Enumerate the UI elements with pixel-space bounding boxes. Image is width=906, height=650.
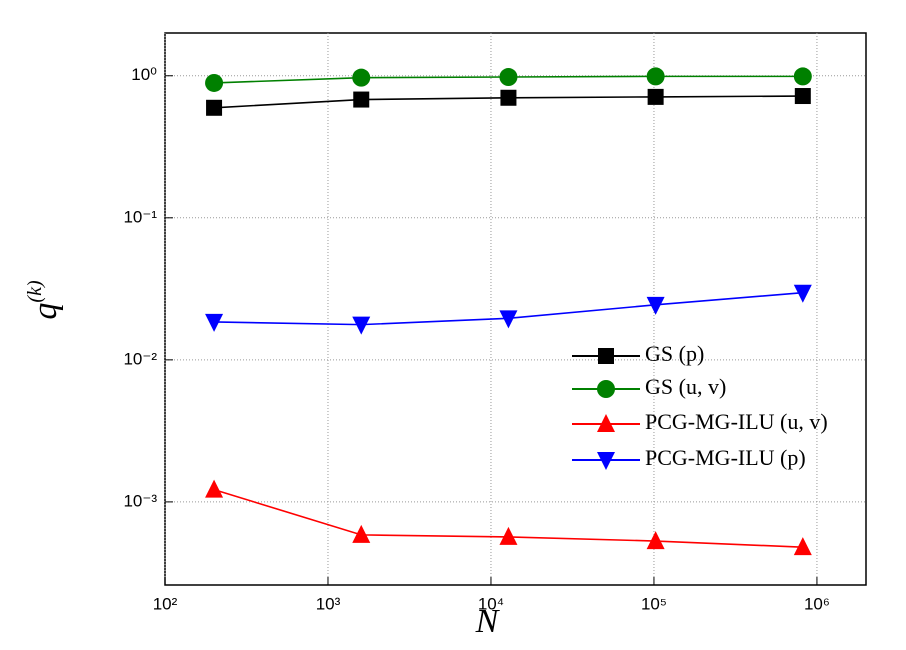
legend-label: GS (p) <box>645 341 704 366</box>
marker <box>793 67 812 86</box>
y-axis-label-main: q <box>27 303 64 320</box>
y-axis-label: q(k) <box>24 280 64 320</box>
x-axis-label: N <box>475 603 501 640</box>
marker <box>500 89 517 106</box>
x-tick-label: 10⁶ <box>804 594 830 613</box>
legend-label: PCG-MG-ILU (u, v) <box>645 409 828 434</box>
y-tick-label: 10⁻³ <box>123 491 157 510</box>
x-tick-label: 10⁵ <box>641 594 667 613</box>
legend-marker <box>598 348 614 364</box>
marker <box>499 68 518 87</box>
marker <box>205 73 224 92</box>
marker <box>793 284 812 303</box>
marker <box>646 296 665 315</box>
legend-marker <box>597 452 615 470</box>
y-axis-label-sup: (k) <box>24 280 46 303</box>
marker <box>205 313 224 332</box>
marker <box>499 526 518 545</box>
marker <box>499 310 518 329</box>
marker <box>647 88 664 105</box>
marker <box>352 68 371 87</box>
marker <box>794 88 811 105</box>
x-tick-label: 10² <box>153 594 178 613</box>
marker <box>352 316 371 335</box>
marker <box>353 91 370 108</box>
legend-marker <box>597 380 615 398</box>
y-tick-label: 10⁻¹ <box>123 207 157 226</box>
x-tick-label: 10³ <box>316 594 341 613</box>
legend-marker <box>597 414 615 432</box>
legend-label: PCG-MG-ILU (p) <box>645 445 806 470</box>
y-tick-label: 10⁻² <box>123 349 157 368</box>
y-tick-label: 10⁰ <box>131 65 157 84</box>
marker <box>205 479 224 498</box>
marker <box>646 531 665 550</box>
marker <box>206 99 223 116</box>
marker <box>793 537 812 556</box>
legend-label: GS (u, v) <box>645 374 726 399</box>
x-tick-label: 10⁴ <box>478 594 504 613</box>
marker <box>352 524 371 543</box>
marker <box>646 67 665 86</box>
